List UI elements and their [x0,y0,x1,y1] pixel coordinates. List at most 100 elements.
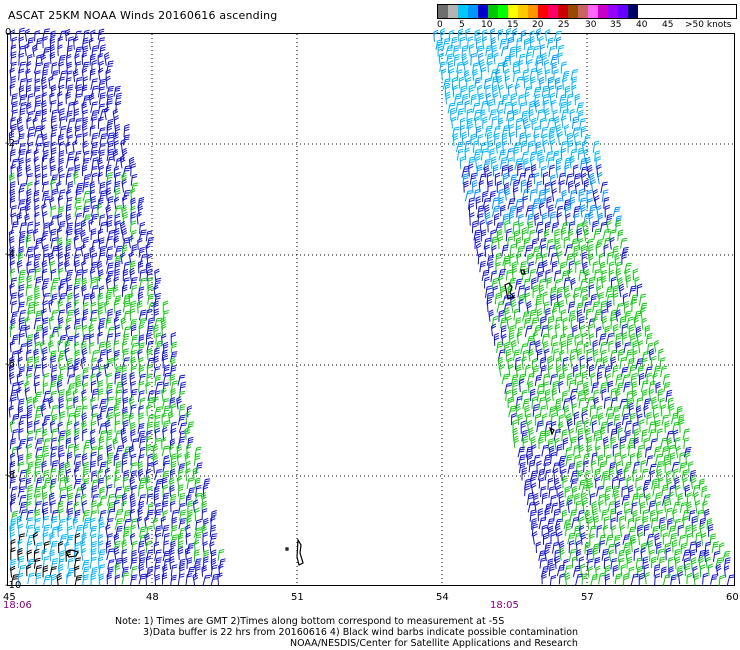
wind-barb [81,374,89,386]
wind-barb [49,420,56,434]
wind-barb [18,246,24,258]
wind-barb [90,141,99,154]
wind-barb [155,478,163,490]
wind-barb [161,412,167,425]
wind-barb [50,355,57,369]
wind-barb [99,181,106,194]
wind-barb [726,574,735,586]
wind-barb [541,492,548,505]
wind-barb [655,419,661,433]
wind-barb [558,573,565,585]
wind-barb [547,477,554,490]
wind-barb [43,477,52,489]
wind-barb [519,462,526,473]
wind-barb [66,126,73,139]
wind-barb [571,556,578,569]
wind-barb [615,388,621,402]
wind-barb [195,518,202,531]
wind-barb [485,45,493,57]
wind-barb [536,460,542,474]
wind-barb [544,228,550,242]
wind-barb [130,380,136,394]
wind-barb [11,109,18,122]
wind-barb [82,524,89,537]
wind-barb [163,540,169,554]
wind-barb [59,116,67,129]
wind-barb [677,414,685,426]
wind-barb [17,406,24,418]
wind-barb [533,93,541,106]
wind-barb [699,523,705,538]
wind-barb [484,125,493,137]
wind-barb [113,355,119,370]
wind-barb [33,486,41,498]
wind-barb [201,524,207,537]
wind-barb [34,341,41,353]
wind-barb [130,356,136,369]
wind-barb [574,213,580,226]
wind-barb [154,509,162,522]
wind-barb [623,262,632,274]
wind-barb [193,558,202,569]
wind-barb [80,243,86,257]
wind-barb [75,61,82,74]
wind-barb [121,373,127,386]
wind-barb [646,372,652,385]
wind-barb [575,341,583,353]
wind-barb [138,246,145,258]
wind-barb [27,301,35,314]
wind-barb [653,365,661,378]
wind-barb [50,205,57,217]
wind-barb [553,270,561,282]
wind-barb [185,532,191,545]
wind-barb [538,189,546,202]
wind-barb [24,213,31,226]
wind-barb [168,444,175,458]
wind-barb [51,326,60,338]
wind-barb [545,307,551,321]
wind-barb [477,84,483,97]
wind-barb [90,380,97,393]
wind-barb [551,99,557,113]
wind-barb [179,509,187,521]
wind-barb [651,396,657,410]
wind-barb [535,339,541,353]
wind-barb [65,156,74,169]
wind-barb [97,86,105,98]
wind-barb [122,300,131,313]
wind-barb [34,501,42,513]
wind-barb [154,421,160,434]
wind-barb [19,222,27,234]
wind-barb [18,293,24,305]
wind-barb [705,556,712,569]
wind-barb [610,309,617,321]
wind-barb [88,323,95,338]
wind-barb [50,132,57,146]
wind-barb [568,260,575,274]
wind-barb [584,542,591,554]
wind-barb [617,427,623,441]
wind-barb [593,396,600,409]
wind-barb [596,524,603,538]
wind-barb [66,70,73,82]
wind-barb [184,451,191,465]
wind-barb [106,533,113,546]
wind-barb [579,364,586,377]
wind-barb [527,253,533,265]
wind-barb [640,380,649,393]
wind-barb [701,485,708,498]
wind-barb [573,173,581,185]
wind-barb [525,413,532,425]
wind-barb [558,421,564,434]
wind-barb [526,300,532,314]
wind-barb [547,156,555,169]
wind-barb [544,469,552,481]
wind-barb [49,350,57,361]
wind-barb [548,525,554,538]
map-title: ASCAT 25KM NOAA Winds 20160616 ascending [8,9,278,22]
wind-barb [65,173,72,185]
wind-barb [564,85,571,98]
wind-barb [41,363,48,377]
wind-barb [544,221,551,233]
wind-barb [114,371,121,385]
